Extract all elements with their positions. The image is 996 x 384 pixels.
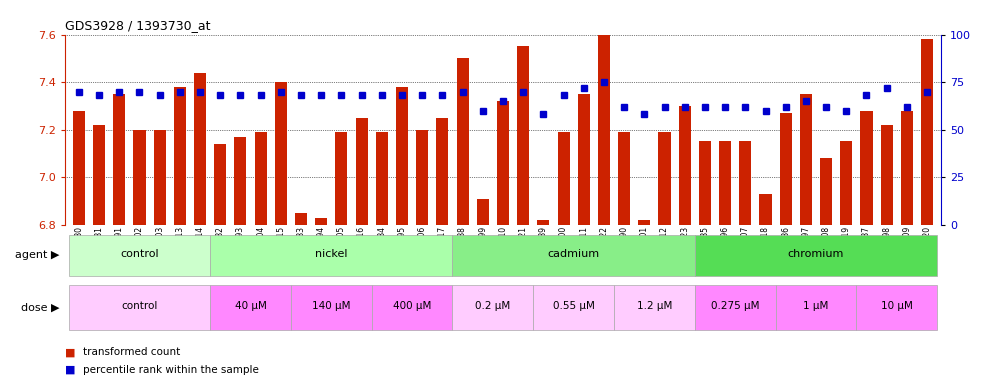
Text: control: control [121,250,158,260]
Bar [69,235,210,276]
Bar [210,235,452,276]
Bar [598,0,610,225]
Bar [234,137,246,225]
Bar [497,101,509,225]
Text: nickel: nickel [315,250,348,260]
Bar [133,130,145,225]
Text: 0.275 μM: 0.275 μM [711,301,760,311]
Bar [695,235,937,276]
Text: agent ▶: agent ▶ [15,250,60,260]
Text: chromium: chromium [788,250,845,260]
Bar [739,141,751,225]
Text: transformed count: transformed count [83,347,180,358]
Text: ■: ■ [65,364,79,375]
Bar [558,132,570,225]
Bar [861,111,872,225]
Bar [776,285,857,329]
Bar [194,73,206,225]
Text: 0.55 μM: 0.55 μM [553,301,595,311]
Bar [857,285,937,329]
Bar [695,285,776,329]
Bar [841,141,853,225]
Bar [533,285,615,329]
Text: cadmium: cadmium [548,250,600,260]
Bar [153,130,165,225]
Bar [436,118,448,225]
Text: ■: ■ [65,347,79,358]
Bar [291,285,372,329]
Bar [719,141,731,225]
Bar [699,141,711,225]
Bar [619,132,630,225]
Bar [678,106,691,225]
Bar [615,285,695,329]
Bar [780,113,792,225]
Text: 1 μM: 1 μM [804,301,829,311]
Bar [900,111,913,225]
Bar [537,220,550,225]
Text: 40 μM: 40 μM [235,301,267,311]
Bar [452,285,533,329]
Bar [452,235,695,276]
Text: 1.2 μM: 1.2 μM [636,301,672,311]
Bar [93,125,106,225]
Bar [638,220,650,225]
Bar [372,285,452,329]
Bar [275,82,287,225]
Bar [295,213,307,225]
Text: GDS3928 / 1393730_at: GDS3928 / 1393730_at [65,19,210,32]
Bar [73,111,85,225]
Bar [477,199,489,225]
Bar [416,130,428,225]
Text: percentile rank within the sample: percentile rank within the sample [83,364,259,375]
Bar [214,144,226,225]
Bar [658,132,670,225]
Bar [173,87,186,225]
Bar [356,118,368,225]
Bar [921,39,933,225]
Bar [820,158,833,225]
Text: 10 μM: 10 μM [880,301,912,311]
Bar [800,94,812,225]
Bar [255,132,267,225]
Text: 0.2 μM: 0.2 μM [475,301,511,311]
Text: control: control [122,301,157,311]
Text: 140 μM: 140 μM [312,301,351,311]
Bar [114,94,125,225]
Bar [456,58,469,225]
Text: dose ▶: dose ▶ [21,302,60,312]
Bar [336,132,348,225]
Text: 400 μM: 400 μM [392,301,431,311]
Bar [315,217,328,225]
Bar [69,285,210,329]
Bar [375,132,387,225]
Bar [880,125,892,225]
Bar [396,87,408,225]
Bar [760,194,772,225]
Bar [517,46,529,225]
Bar [578,94,590,225]
Bar [210,285,291,329]
